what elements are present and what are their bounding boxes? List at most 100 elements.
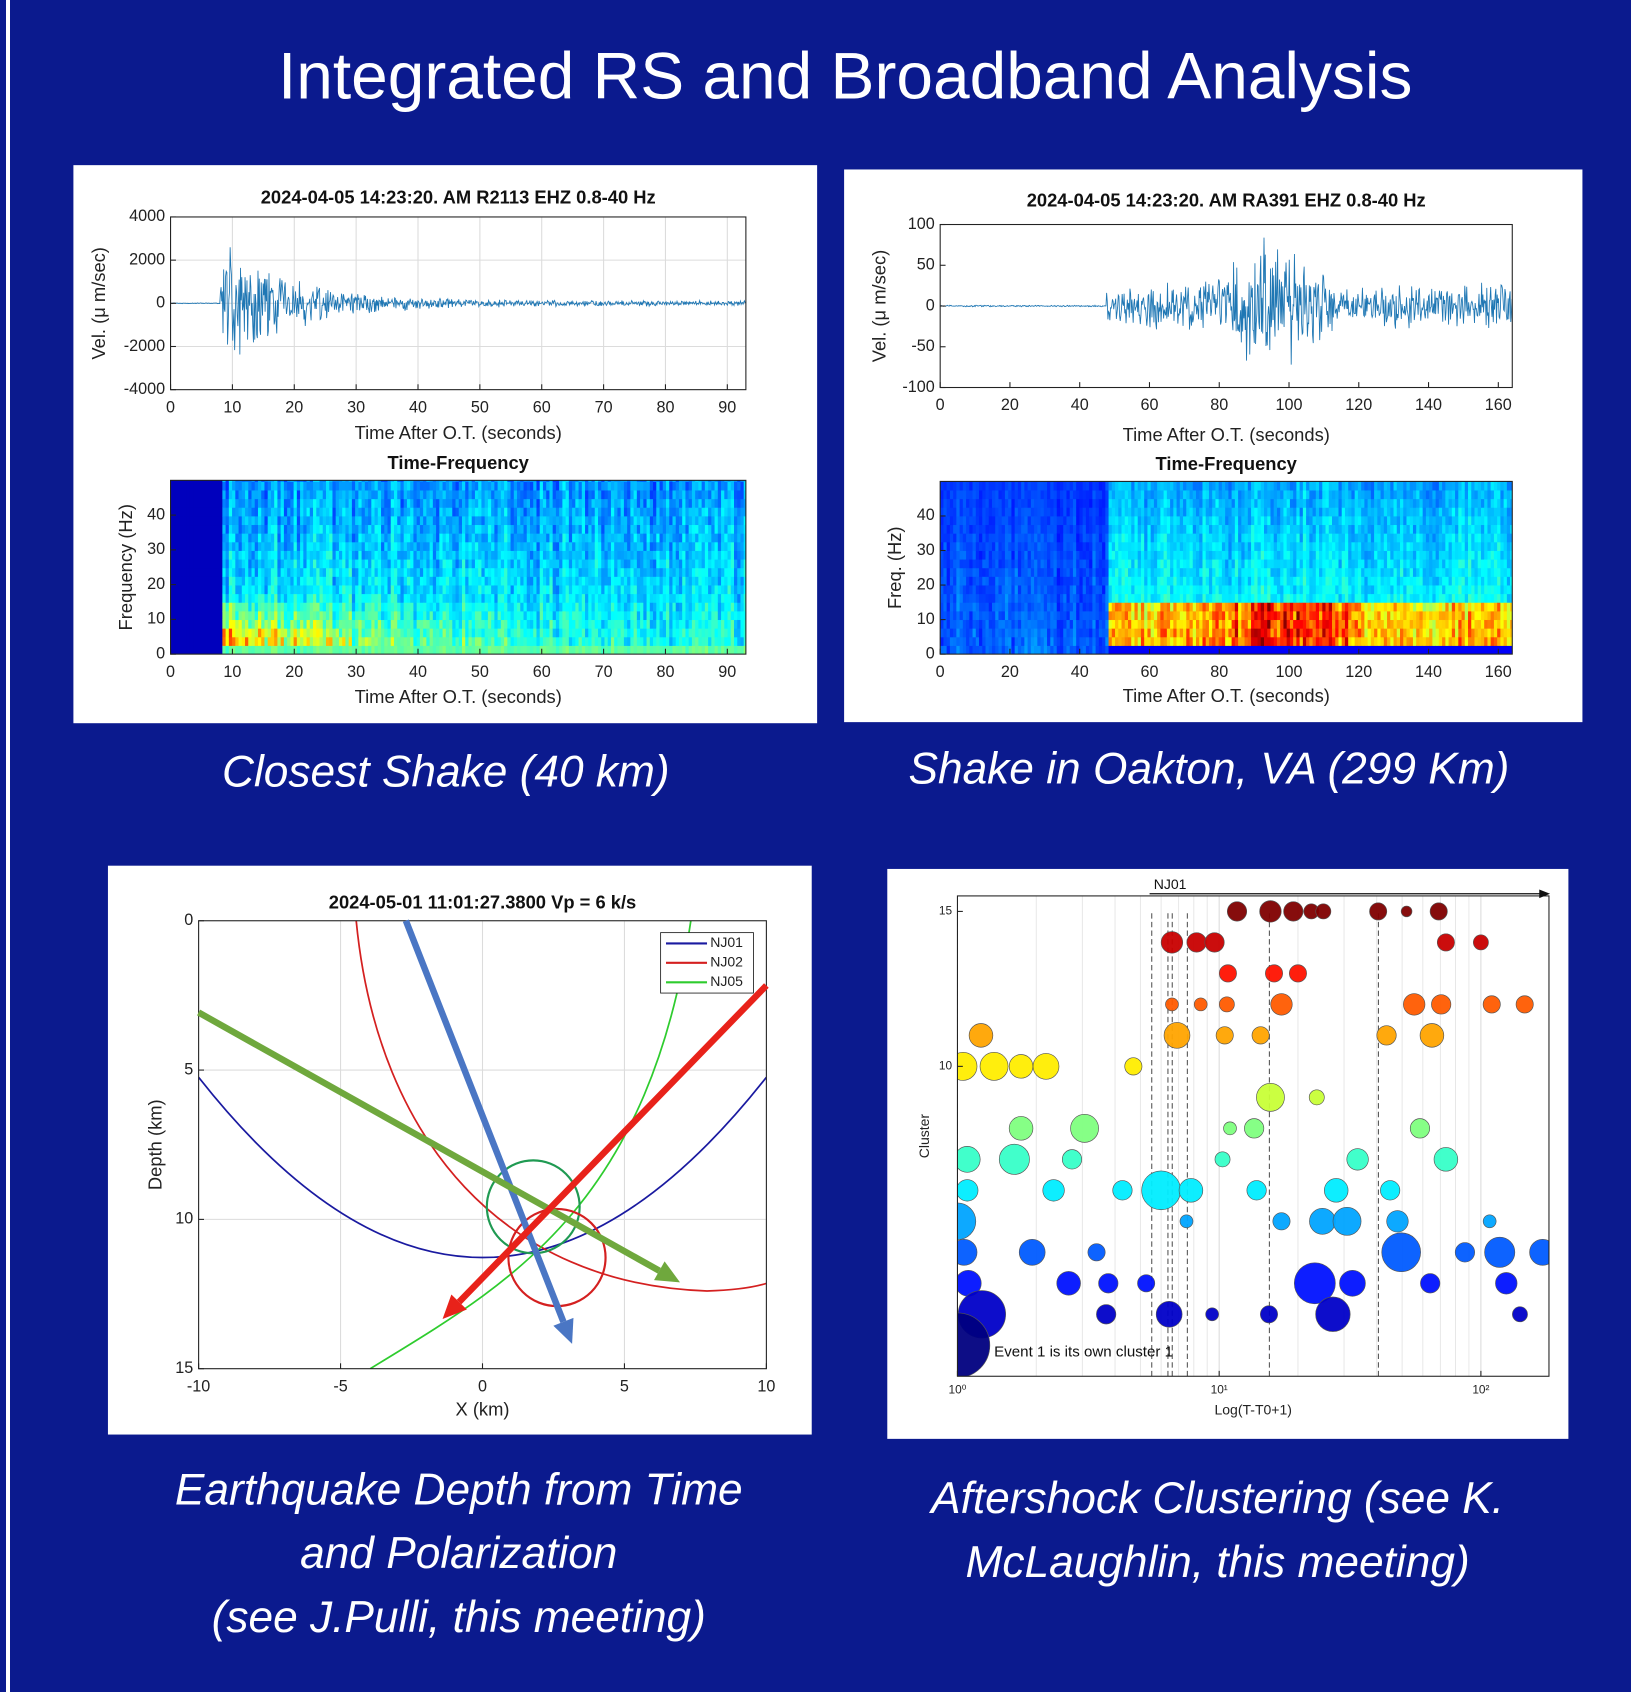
spectrogram-cell: [666, 594, 670, 603]
spectrogram-cell: [358, 533, 362, 542]
spectrogram-cell: [287, 559, 291, 568]
spectrogram-cell: [436, 525, 440, 534]
spectrogram-cell: [575, 516, 579, 525]
spectrogram-cell: [676, 507, 680, 516]
spectrogram-cell: [1024, 516, 1028, 525]
spectrogram-cell: [1118, 602, 1122, 611]
spectrogram-cell: [640, 559, 644, 568]
spectrogram-cell: [258, 559, 262, 568]
spectrogram-cell: [660, 576, 664, 585]
spectrogram-cell: [336, 525, 340, 534]
spectrogram-cell: [226, 525, 230, 534]
spectrogram-cell: [947, 594, 951, 603]
spectrogram-cell: [352, 620, 356, 629]
spectrogram-cell: [1054, 576, 1058, 585]
spectrogram-cell: [737, 525, 741, 534]
spectrogram-cell: [349, 507, 353, 516]
spectrogram-cell: [627, 481, 631, 490]
spectrogram-cell: [627, 499, 631, 508]
spectrogram-cell: [637, 481, 641, 490]
spectrogram-cell: [940, 542, 944, 551]
spectrogram-cell: [180, 568, 184, 577]
spectrogram-cell: [252, 490, 256, 499]
spectrogram-cell: [998, 594, 1002, 603]
spectrogram-cell: [556, 481, 560, 490]
spectrogram-cell: [617, 576, 621, 585]
spectrogram-cell: [1086, 533, 1090, 542]
spectrogram-cell: [268, 499, 272, 508]
spectrogram-cell: [284, 585, 288, 594]
spectrogram-cell: [1079, 576, 1083, 585]
spectrogram-cell: [1118, 645, 1122, 654]
spectrogram-cell: [407, 594, 411, 603]
spectrogram-cell: [1047, 533, 1051, 542]
spectrogram-cell: [740, 525, 744, 534]
spectrogram-cell: [966, 602, 970, 611]
spectrogram-cell: [998, 637, 1002, 646]
spectrogram-cell: [1115, 620, 1119, 629]
spectrogram-cell: [219, 559, 223, 568]
spectrogram-cell: [200, 542, 204, 551]
spectrogram-cell: [184, 576, 188, 585]
spectrogram-cell: [1112, 585, 1116, 594]
spectrogram-cell: [995, 611, 999, 620]
spectrogram-cell: [349, 594, 353, 603]
x-tick-label: 80: [656, 398, 674, 416]
spectrogram-cell: [349, 551, 353, 560]
spectrogram-cell: [242, 576, 246, 585]
spectrogram-cell: [362, 499, 366, 508]
spectrogram-cell: [446, 525, 450, 534]
spectrogram-cell: [426, 576, 430, 585]
spectrogram-cell: [339, 551, 343, 560]
spectrogram-cell: [992, 585, 996, 594]
spectrogram-cell: [1005, 602, 1009, 611]
spectrogram-cell: [320, 611, 324, 620]
spectrogram-cell: [391, 481, 395, 490]
spectrogram-cell: [1011, 533, 1015, 542]
spectrogram-cell: [391, 568, 395, 577]
spectrogram-cell: [404, 481, 408, 490]
spectrogram-cell: [604, 568, 608, 577]
x-tick-label: 0: [166, 398, 175, 416]
spectrogram-cell: [527, 568, 531, 577]
spectrogram-cell: [976, 490, 980, 499]
spectrogram-cell: [277, 525, 281, 534]
spectrogram-cell: [1083, 628, 1087, 637]
spectrogram-cell: [650, 620, 654, 629]
spectrogram-cell: [171, 611, 175, 620]
spectrogram-cell: [998, 611, 1002, 620]
spectrogram-cell: [1066, 542, 1070, 551]
spectrogram-cell: [1060, 645, 1064, 654]
spectrogram-cell: [1115, 611, 1119, 620]
spectrogram-cell: [585, 594, 589, 603]
spectrogram-cell: [575, 594, 579, 603]
spectrogram-cell: [433, 542, 437, 551]
spectrogram-cell: [960, 568, 964, 577]
spectrogram-cell: [718, 628, 722, 637]
spectrogram-cell: [413, 576, 417, 585]
spectrogram-cell: [731, 533, 735, 542]
spectrogram-cell: [1024, 507, 1028, 516]
spectrogram-cell: [1105, 533, 1109, 542]
spectrogram-cell: [184, 620, 188, 629]
spectrogram-cell: [1002, 516, 1006, 525]
spectrogram-cell: [1079, 499, 1083, 508]
spectrogram-cell: [1021, 611, 1025, 620]
spectrogram-cell: [303, 602, 307, 611]
spectrogram-cell: [498, 637, 502, 646]
spectrogram-cell: [313, 576, 317, 585]
spectrogram-cell: [1073, 628, 1077, 637]
spectrogram-cell: [1092, 499, 1096, 508]
spectrogram-cell: [1105, 551, 1109, 560]
spectrogram-cell: [976, 533, 980, 542]
spectrogram-cell: [439, 628, 443, 637]
spectrogram-cell: [1086, 507, 1090, 516]
spectrogram-cell: [986, 628, 990, 637]
y-tick-label: 4000: [129, 207, 165, 225]
spectrogram-cell: [695, 645, 699, 654]
spectrogram-cell: [966, 516, 970, 525]
y-tick-label: 0: [926, 296, 935, 314]
spectrogram-cell: [588, 568, 592, 577]
spectrogram-cell: [303, 551, 307, 560]
spectrogram-cell: [698, 611, 702, 620]
